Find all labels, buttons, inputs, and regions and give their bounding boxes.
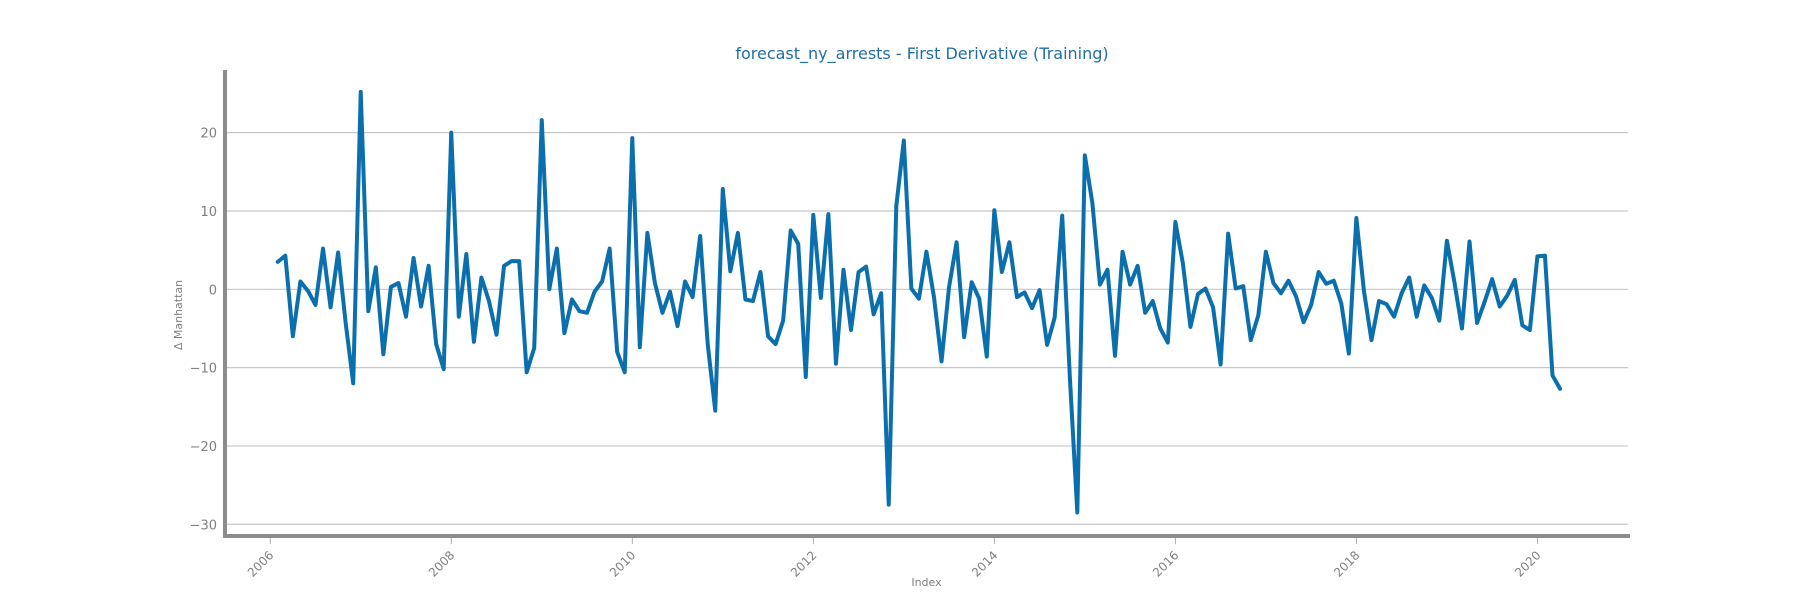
y-tick-label: −10 [190, 362, 217, 377]
y-tick-label: −30 [190, 518, 217, 533]
x-tick-label: 2014 [969, 548, 1000, 579]
x-tick-label: 2016 [1150, 548, 1181, 579]
series-line [275, 89, 1563, 515]
y-tick-label: −20 [190, 440, 217, 455]
y-tick-label: 20 [200, 127, 217, 142]
x-axis-label: Index [911, 576, 942, 589]
y-tick-label: 10 [200, 205, 217, 220]
x-tick-label: 2006 [245, 548, 276, 579]
chart-title: forecast_ny_arrests - First Derivative (… [735, 44, 1108, 64]
series-group [275, 89, 1563, 515]
y-tick-label: 0 [209, 283, 217, 298]
x-tick-label: 2018 [1331, 548, 1362, 579]
x-tick-label: 2010 [607, 548, 638, 579]
x-tick-label: 2012 [788, 548, 819, 579]
y-axis-label: Δ Manhattan [172, 280, 185, 350]
x-tick-label: 2020 [1512, 548, 1543, 579]
x-tick-label: 2008 [426, 548, 457, 579]
